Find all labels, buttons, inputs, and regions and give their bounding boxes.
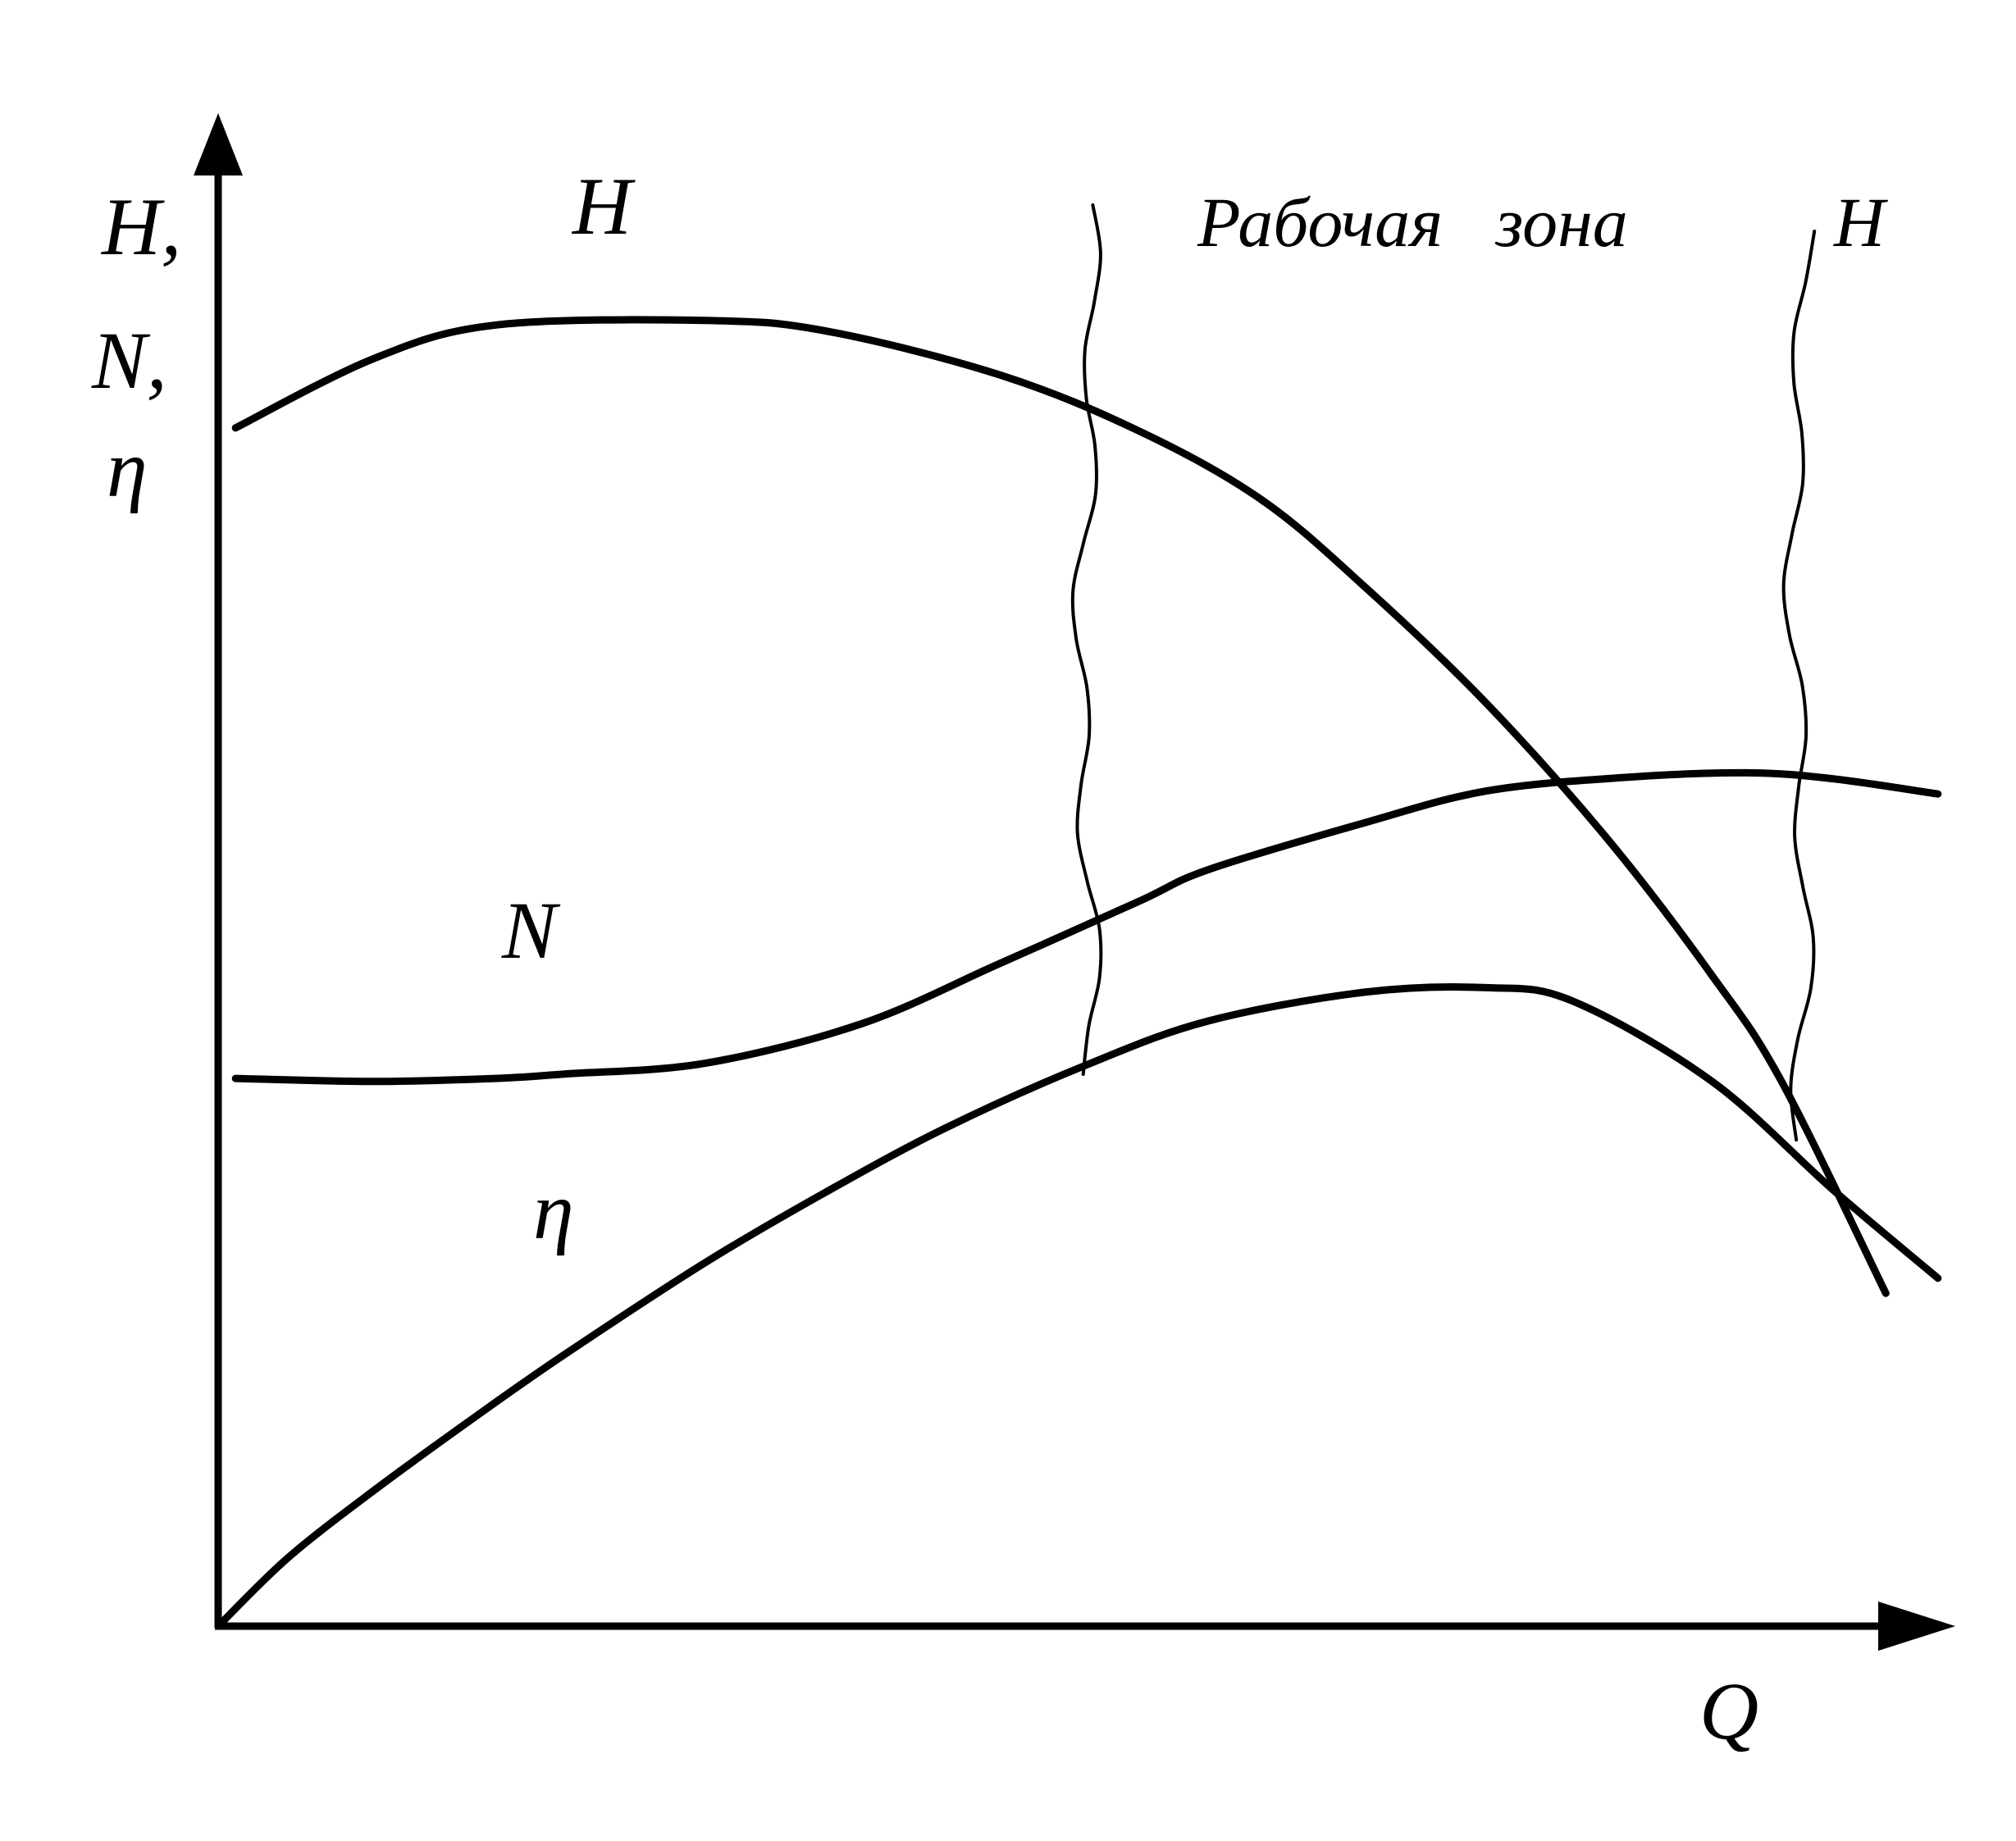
y-axis-arrowhead bbox=[194, 113, 243, 175]
y-axis-label-line-3: η bbox=[107, 423, 148, 514]
curves-group bbox=[214, 316, 1942, 1630]
working-zone-boundaries bbox=[1070, 203, 1817, 1142]
working-zone-label: Рабочая зона bbox=[1197, 183, 1628, 262]
y-axis-label-line-1: H, bbox=[100, 181, 181, 272]
series-label-eta: η bbox=[533, 1165, 574, 1256]
y-axis-label-line-2: N, bbox=[91, 315, 167, 406]
series-line-H bbox=[231, 316, 1890, 1297]
series-line-eta bbox=[214, 983, 1942, 1630]
working-zone-boundary-end bbox=[1781, 230, 1817, 1142]
x-axis-label: Q bbox=[1699, 1666, 1758, 1757]
x-axis-arrowhead bbox=[1878, 1602, 1955, 1651]
series-label-N: N bbox=[501, 885, 561, 976]
working-zone-end-label: H bbox=[1833, 183, 1888, 262]
series-label-H: H bbox=[571, 161, 636, 252]
series-line-N bbox=[231, 768, 1942, 1086]
working-zone-boundary-start bbox=[1070, 203, 1103, 1076]
